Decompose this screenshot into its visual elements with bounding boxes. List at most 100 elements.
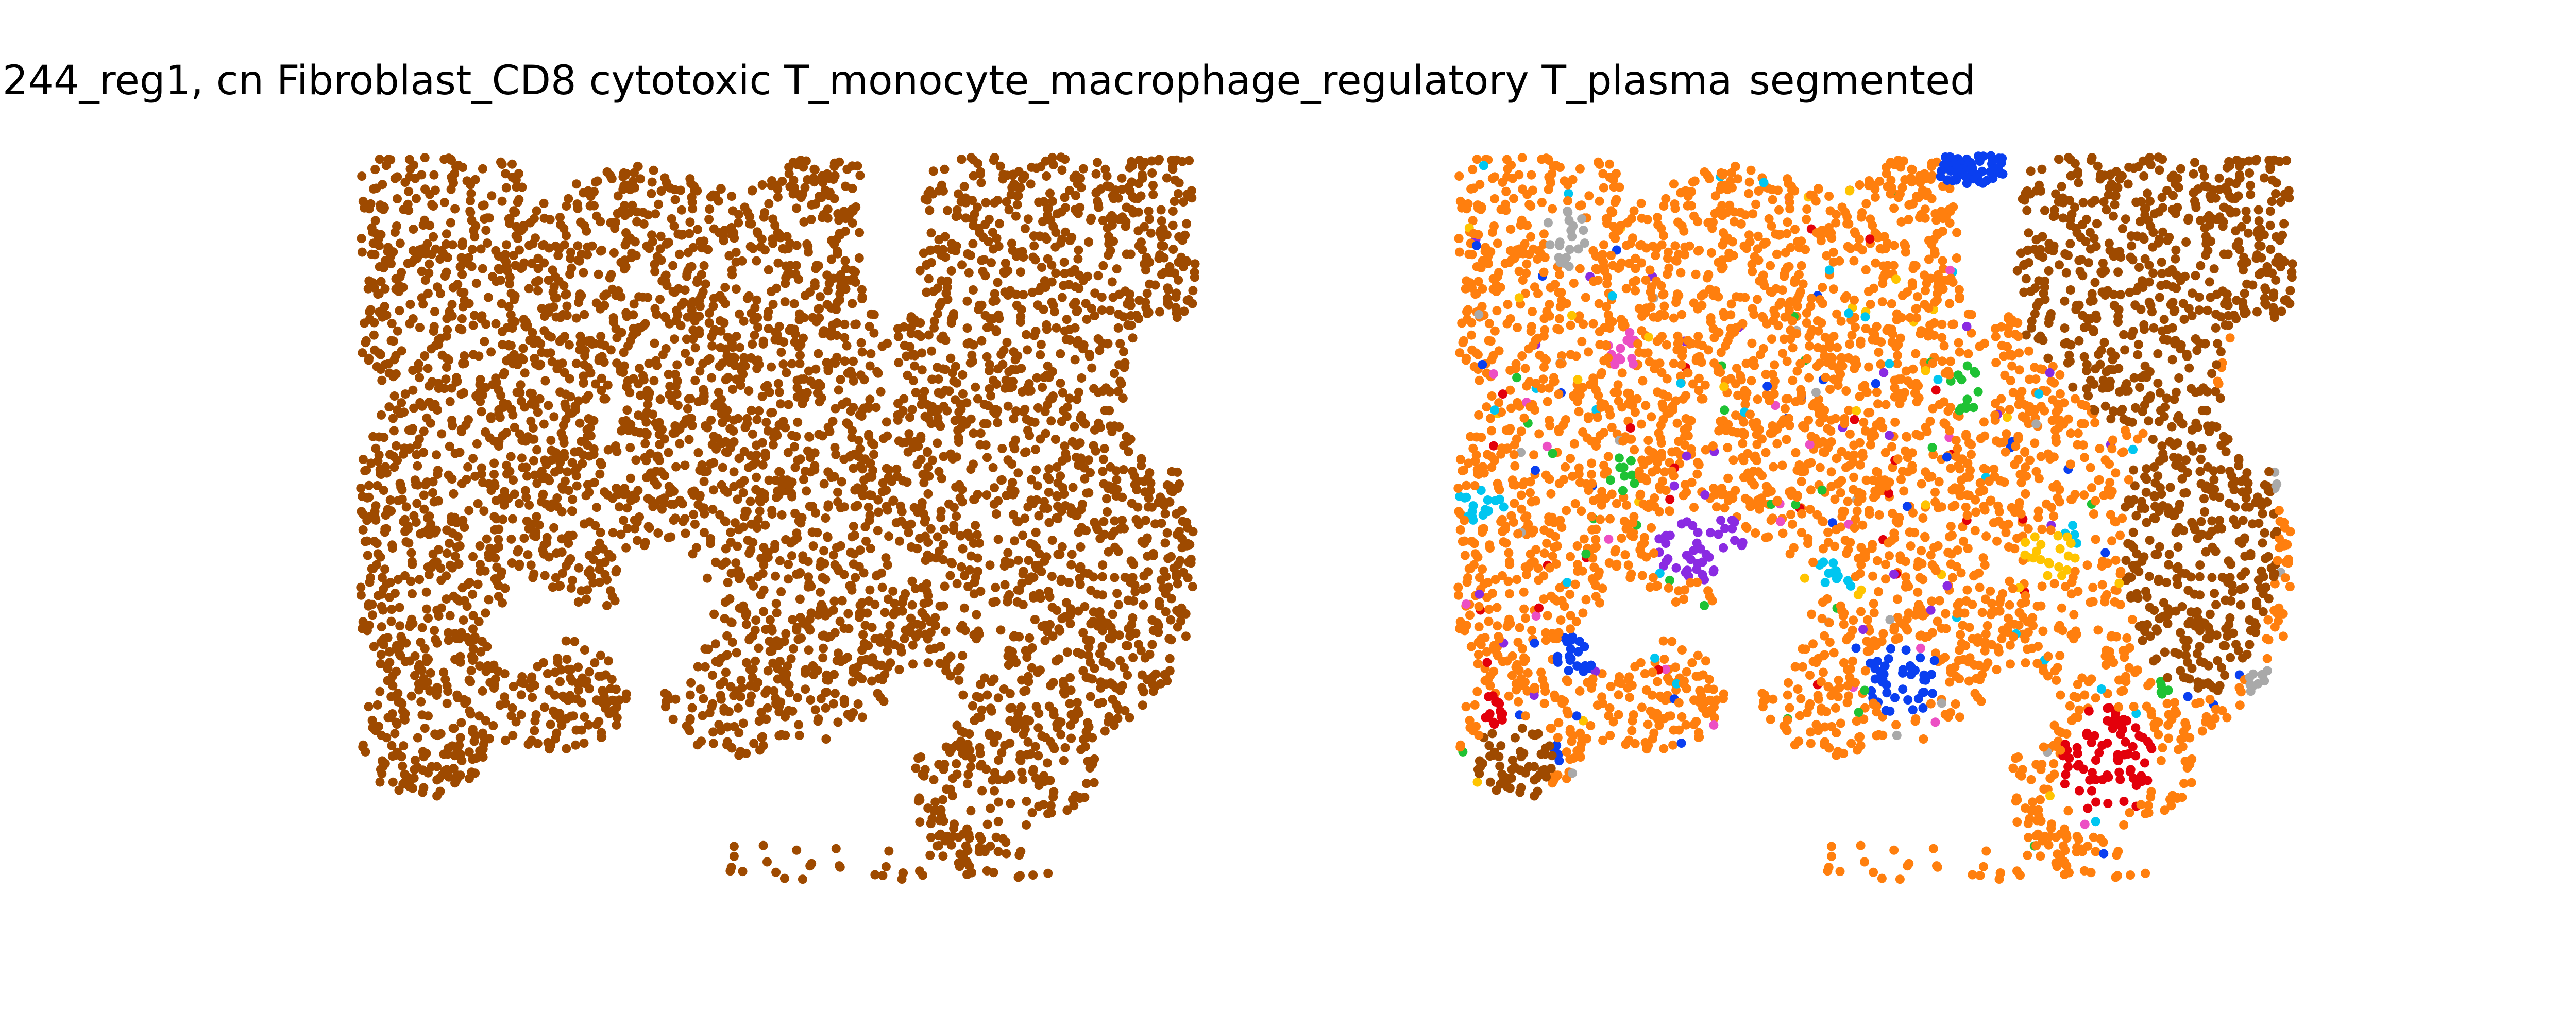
- cell-point: [896, 516, 906, 526]
- cell-point: [562, 655, 572, 664]
- segmented-cell-point: [2058, 213, 2068, 223]
- cell-point: [417, 266, 427, 276]
- cell-point: [1068, 483, 1078, 492]
- cell-point: [894, 358, 904, 368]
- cell-point: [755, 506, 765, 516]
- cell-point: [903, 370, 912, 380]
- cell-point: [969, 220, 978, 230]
- cell-point: [1058, 388, 1067, 398]
- cell-point: [417, 401, 427, 411]
- cell-point: [915, 866, 924, 876]
- cell-point: [634, 410, 643, 420]
- cell-point: [1009, 414, 1019, 424]
- cell-point: [560, 240, 569, 250]
- cell-point: [474, 616, 484, 626]
- cell-point: [759, 560, 769, 570]
- cell-point: [1108, 680, 1117, 690]
- cell-point: [861, 536, 871, 546]
- cell-point: [1163, 554, 1173, 563]
- cell-point: [522, 471, 532, 481]
- cell-point: [1070, 355, 1080, 365]
- cell-point: [687, 262, 697, 271]
- segmented-cell-point: [1455, 525, 1465, 535]
- cell-point: [715, 228, 724, 237]
- cell-point: [751, 656, 760, 666]
- cell-point: [482, 238, 492, 248]
- cell-point: [933, 363, 942, 372]
- cell-point: [1132, 485, 1142, 495]
- cell-point: [693, 448, 703, 457]
- cell-point: [738, 867, 748, 877]
- cell-point: [1130, 580, 1140, 590]
- cell-point: [450, 449, 460, 458]
- cell-point: [1182, 190, 1192, 199]
- cell-point: [540, 312, 549, 321]
- cell-point: [1070, 422, 1079, 432]
- cell-point: [538, 491, 548, 500]
- cell-point: [919, 248, 928, 258]
- cell-point: [877, 660, 887, 670]
- cell-point: [705, 354, 715, 364]
- cell-point: [829, 472, 839, 482]
- segmented-cell-point: [1465, 610, 1475, 620]
- cell-point: [690, 375, 700, 385]
- segmented-cell-point: [2082, 359, 2092, 369]
- cell-point: [1094, 202, 1104, 212]
- cell-point: [448, 240, 457, 250]
- cell-point: [1090, 425, 1099, 435]
- cell-point: [980, 220, 990, 229]
- cell-point: [1047, 297, 1057, 307]
- cell-point: [540, 455, 550, 465]
- cell-point: [531, 710, 541, 719]
- cell-point: [491, 319, 501, 329]
- segmented-cell-point: [1805, 699, 1815, 709]
- segmented-cell-point: [2157, 441, 2167, 451]
- cell-point: [504, 302, 514, 312]
- cell-point: [1018, 387, 1027, 397]
- cell-point: [700, 662, 710, 672]
- cell-point: [899, 868, 908, 878]
- cell-point: [539, 326, 549, 336]
- cell-point: [1175, 479, 1184, 489]
- cell-point: [858, 491, 868, 501]
- cell-point: [1161, 607, 1171, 616]
- cell-point: [826, 331, 836, 341]
- cell-point: [549, 412, 559, 422]
- cell-point: [1005, 716, 1015, 726]
- cell-point: [1036, 434, 1045, 444]
- cell-point: [926, 524, 936, 534]
- cell-point: [626, 253, 636, 263]
- cell-point: [466, 188, 476, 198]
- cell-point: [465, 578, 474, 588]
- segmented-cell-point: [1860, 666, 1870, 676]
- cell-point: [1162, 173, 1172, 183]
- cell-point: [584, 667, 594, 677]
- cell-point: [1016, 847, 1026, 856]
- cell-point: [436, 289, 445, 298]
- cell-point: [720, 614, 730, 624]
- cell-point: [608, 317, 618, 327]
- cell-point: [494, 524, 504, 534]
- cell-point: [369, 642, 379, 651]
- cell-point: [923, 538, 933, 547]
- cell-point: [897, 606, 907, 616]
- cell-point: [986, 803, 995, 813]
- cell-point: [1027, 808, 1037, 817]
- cell-point: [952, 241, 961, 251]
- cell-point: [793, 417, 803, 427]
- cell-point: [458, 359, 468, 369]
- cell-point: [737, 256, 747, 266]
- cell-point: [1062, 647, 1072, 657]
- cell-point: [1134, 296, 1144, 305]
- cell-point: [1093, 158, 1102, 167]
- cell-point: [480, 214, 489, 224]
- cell-point: [1173, 579, 1182, 589]
- cell-point: [1100, 726, 1110, 736]
- cell-point: [784, 169, 794, 179]
- cell-point: [1010, 355, 1020, 365]
- cell-point: [1006, 383, 1015, 393]
- cell-point: [952, 579, 962, 589]
- cell-point: [836, 270, 845, 280]
- cell-point: [1039, 800, 1048, 810]
- cell-point: [1011, 365, 1021, 375]
